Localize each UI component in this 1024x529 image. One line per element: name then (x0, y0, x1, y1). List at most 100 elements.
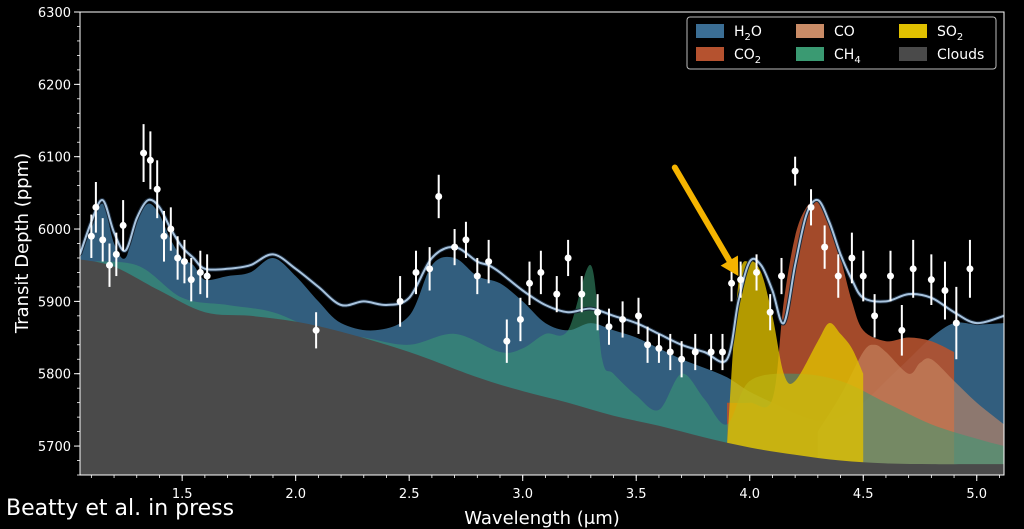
data-point (106, 261, 114, 269)
data-point (821, 243, 829, 251)
legend-label: CO (834, 24, 855, 40)
data-point (526, 279, 534, 287)
data-point (778, 272, 786, 280)
data-point (707, 348, 715, 356)
x-tick-label: 4.0 (739, 487, 760, 502)
annotation (671, 164, 739, 277)
data-point (737, 276, 745, 284)
data-point (99, 236, 107, 244)
x-tick-label: 3.5 (626, 487, 647, 502)
data-point (909, 265, 917, 273)
data-point (564, 254, 572, 262)
data-point (174, 254, 182, 262)
data-point (396, 297, 404, 305)
y-tick-label: 6000 (38, 223, 71, 238)
data-point (941, 287, 949, 295)
data-point (451, 243, 459, 251)
y-tick-label: 5700 (38, 440, 71, 455)
data-point (119, 221, 127, 229)
data-point (807, 203, 815, 211)
legend-label: H2O (734, 24, 762, 43)
data-point (634, 312, 642, 320)
data-point (426, 265, 434, 273)
data-points (87, 124, 974, 378)
data-point (898, 326, 906, 334)
data-point (848, 254, 856, 262)
data-point (834, 272, 842, 280)
legend-swatch (796, 24, 824, 38)
data-point (644, 341, 652, 349)
data-point (140, 149, 148, 157)
data-point (312, 326, 320, 334)
model-line (80, 198, 1004, 364)
data-point (92, 203, 100, 211)
data-point (153, 185, 161, 193)
data-point (886, 272, 894, 280)
data-point (791, 167, 799, 175)
legend-swatch (796, 47, 824, 61)
data-point (412, 268, 420, 276)
y-tick-label: 5900 (38, 295, 71, 310)
y-tick-label: 6300 (38, 6, 71, 21)
legend: H2O CO2 CO CH4 SO2 Clouds (686, 16, 997, 70)
contribution-areas (80, 197, 1004, 475)
data-point (160, 232, 168, 240)
data-point (655, 344, 663, 352)
data-point (718, 348, 726, 356)
data-point (485, 258, 493, 266)
data-point (691, 348, 699, 356)
data-point (180, 258, 188, 266)
x-tick-label: 2.5 (399, 487, 420, 502)
data-point (927, 276, 935, 284)
data-point (578, 290, 586, 298)
x-axis-label: Wavelength (μm) (464, 508, 620, 529)
data-point (112, 250, 120, 258)
legend-label: CH4 (834, 47, 861, 66)
data-point (859, 272, 867, 280)
data-point (666, 348, 674, 356)
data-point (678, 355, 686, 363)
data-point (952, 319, 960, 327)
x-tick-label: 1.5 (172, 487, 193, 502)
axes: 1.5 2.0 2.5 3.0 3.5 4.0 4.5 5.0 5700 5800 5900 6000… (38, 6, 1005, 502)
legend-swatch (899, 47, 927, 61)
arrow-shaft (671, 164, 733, 264)
data-point (503, 337, 511, 345)
data-point (594, 308, 602, 316)
data-point (966, 265, 974, 273)
y-tick-label: 6100 (38, 151, 71, 166)
data-point (435, 192, 443, 200)
data-point (167, 225, 175, 233)
data-point (516, 315, 524, 323)
data-point (473, 272, 481, 280)
y-axis-label: Transit Depth (ppm) (12, 153, 33, 334)
data-point (605, 323, 613, 331)
data-point (728, 279, 736, 287)
x-tick-label: 4.5 (853, 487, 874, 502)
data-point (187, 276, 195, 284)
arrow-head (720, 255, 739, 277)
so2-area (727, 261, 864, 475)
y-tick-label: 6200 (38, 78, 71, 93)
data-point (871, 312, 879, 320)
data-point (553, 290, 561, 298)
data-point (146, 156, 154, 164)
legend-label: Clouds (937, 47, 984, 63)
data-point (203, 272, 211, 280)
data-point (196, 268, 204, 276)
legend-swatch (696, 24, 724, 38)
legend-label: CO2 (734, 47, 761, 66)
legend-swatch (899, 24, 927, 38)
credit-text: Beatty et al. in press (6, 496, 235, 521)
data-point (462, 236, 470, 244)
legend-swatch (696, 47, 724, 61)
clouds-area (80, 259, 1004, 475)
x-tick-label: 2.0 (285, 487, 306, 502)
y-tick-label: 5800 (38, 368, 71, 383)
data-point (537, 268, 545, 276)
data-point (619, 315, 627, 323)
data-point (766, 308, 774, 316)
x-tick-label: 3.0 (512, 487, 533, 502)
x-tick-label: 5.0 (966, 487, 987, 502)
